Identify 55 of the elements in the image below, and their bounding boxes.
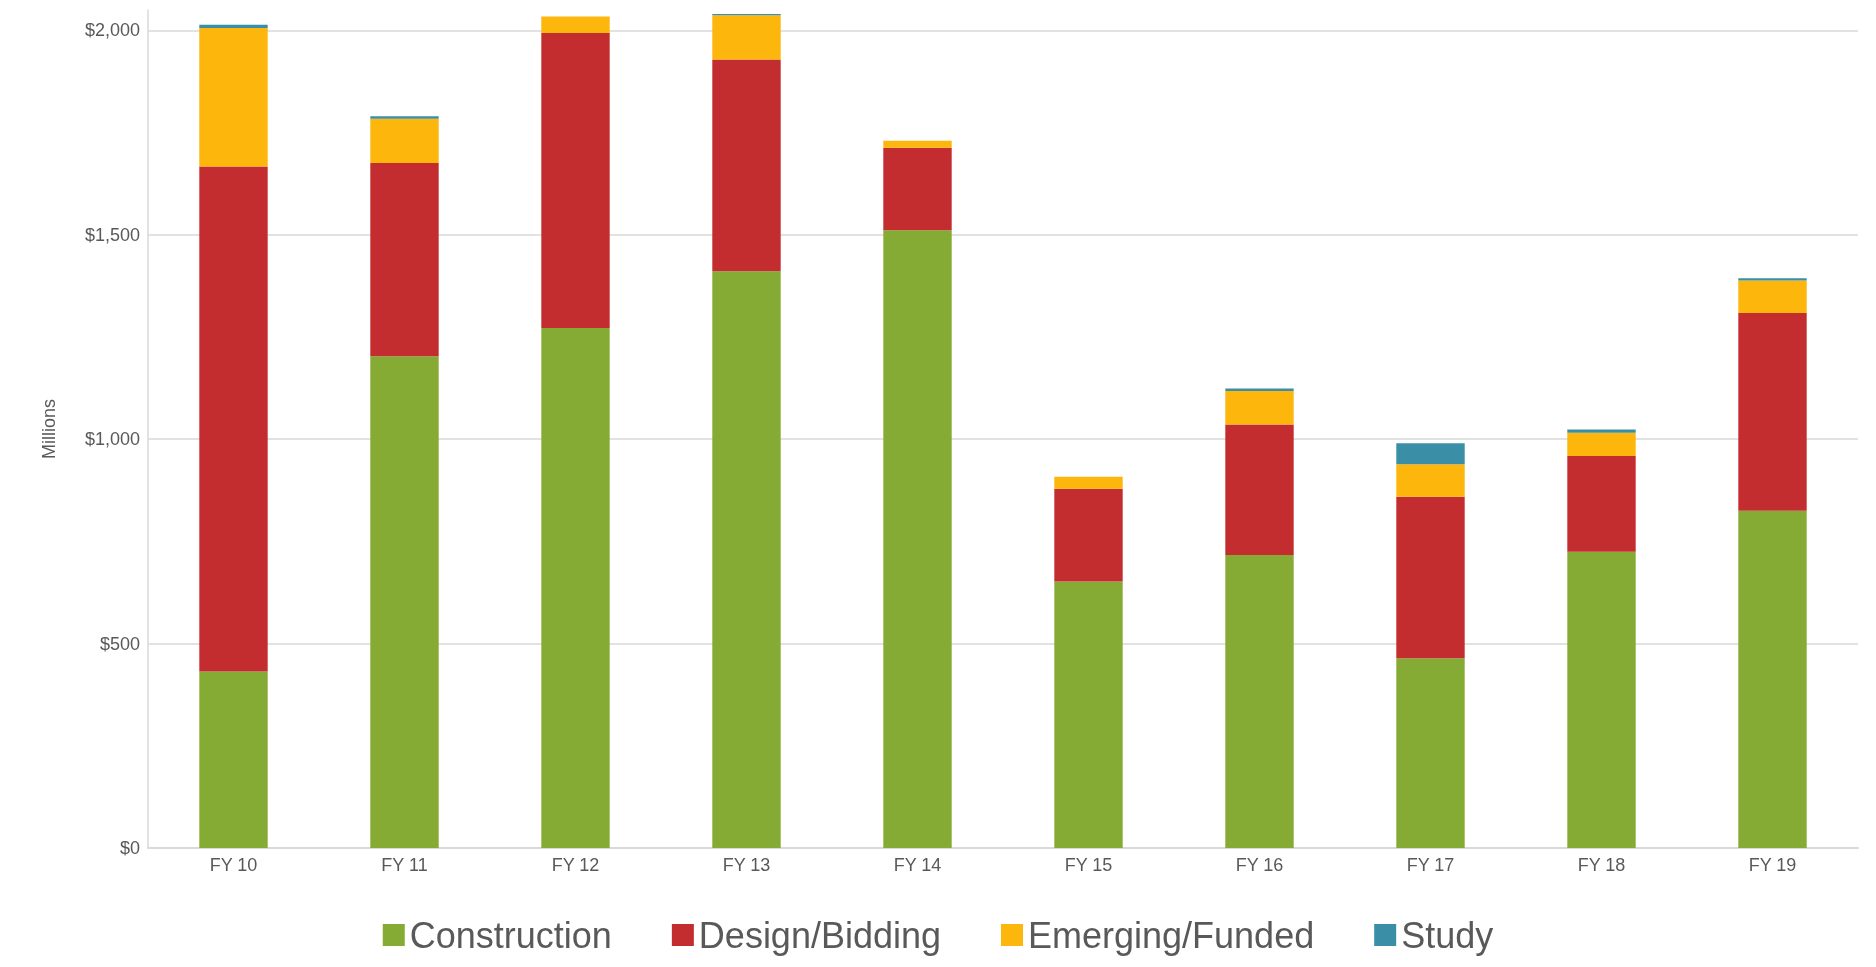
bar <box>1396 496 1465 659</box>
x-tick-label: FY 11 <box>381 855 428 875</box>
bar <box>370 356 439 848</box>
bar <box>883 147 952 231</box>
x-tick-label: FY 18 <box>1577 855 1626 875</box>
bar <box>1396 464 1465 497</box>
x-tick-label: FY 19 <box>1748 855 1797 875</box>
bar <box>1738 278 1807 281</box>
x-tick-label: FY 10 <box>209 855 258 875</box>
bar <box>1225 424 1294 555</box>
bar <box>883 140 952 148</box>
bar <box>1738 312 1807 511</box>
bar <box>1738 510 1807 848</box>
x-tick-label: FY 17 <box>1406 855 1455 875</box>
bar <box>199 166 268 672</box>
legend-label: Construction <box>409 914 612 956</box>
x-tick-label: FY 14 <box>893 855 942 875</box>
bar <box>1054 476 1123 489</box>
y-tick-label: $1,000 <box>84 429 140 450</box>
x-tick-label: FY 15 <box>1064 855 1113 875</box>
bar <box>541 16 610 33</box>
bar <box>1567 429 1636 433</box>
bar <box>1225 554 1294 848</box>
bar <box>370 162 439 357</box>
bar <box>199 27 268 167</box>
x-tick-label: FY 16 <box>1235 855 1284 875</box>
bar <box>883 230 952 848</box>
bar <box>1567 455 1636 552</box>
bar <box>370 118 439 163</box>
bar <box>199 671 268 848</box>
bar <box>712 271 781 848</box>
y-tick-label: $500 <box>99 633 140 654</box>
legend-label: Design/Bidding <box>698 914 942 956</box>
bar <box>1054 488 1123 582</box>
legend-label: Emerging/Funded <box>1028 914 1315 956</box>
bar <box>1567 432 1636 456</box>
bar <box>541 328 610 848</box>
bar <box>541 32 610 329</box>
bar <box>199 24 268 28</box>
bar <box>370 116 439 119</box>
bar <box>1054 581 1123 848</box>
x-tick-label: FY 12 <box>551 855 600 875</box>
y-axis-title: Millions <box>39 398 59 460</box>
bar <box>1738 280 1807 313</box>
bar <box>1396 658 1465 848</box>
y-tick-label: $0 <box>119 838 140 858</box>
bar <box>1396 443 1465 465</box>
y-tick-label: $1,500 <box>84 224 140 245</box>
bar <box>712 59 781 272</box>
x-tick-label: FY 13 <box>722 855 771 875</box>
y-tick-label: $2,000 <box>84 20 140 41</box>
bar <box>1567 551 1636 848</box>
bar <box>712 15 781 60</box>
bar <box>1225 390 1294 425</box>
legend-label: Study <box>1401 914 1494 956</box>
